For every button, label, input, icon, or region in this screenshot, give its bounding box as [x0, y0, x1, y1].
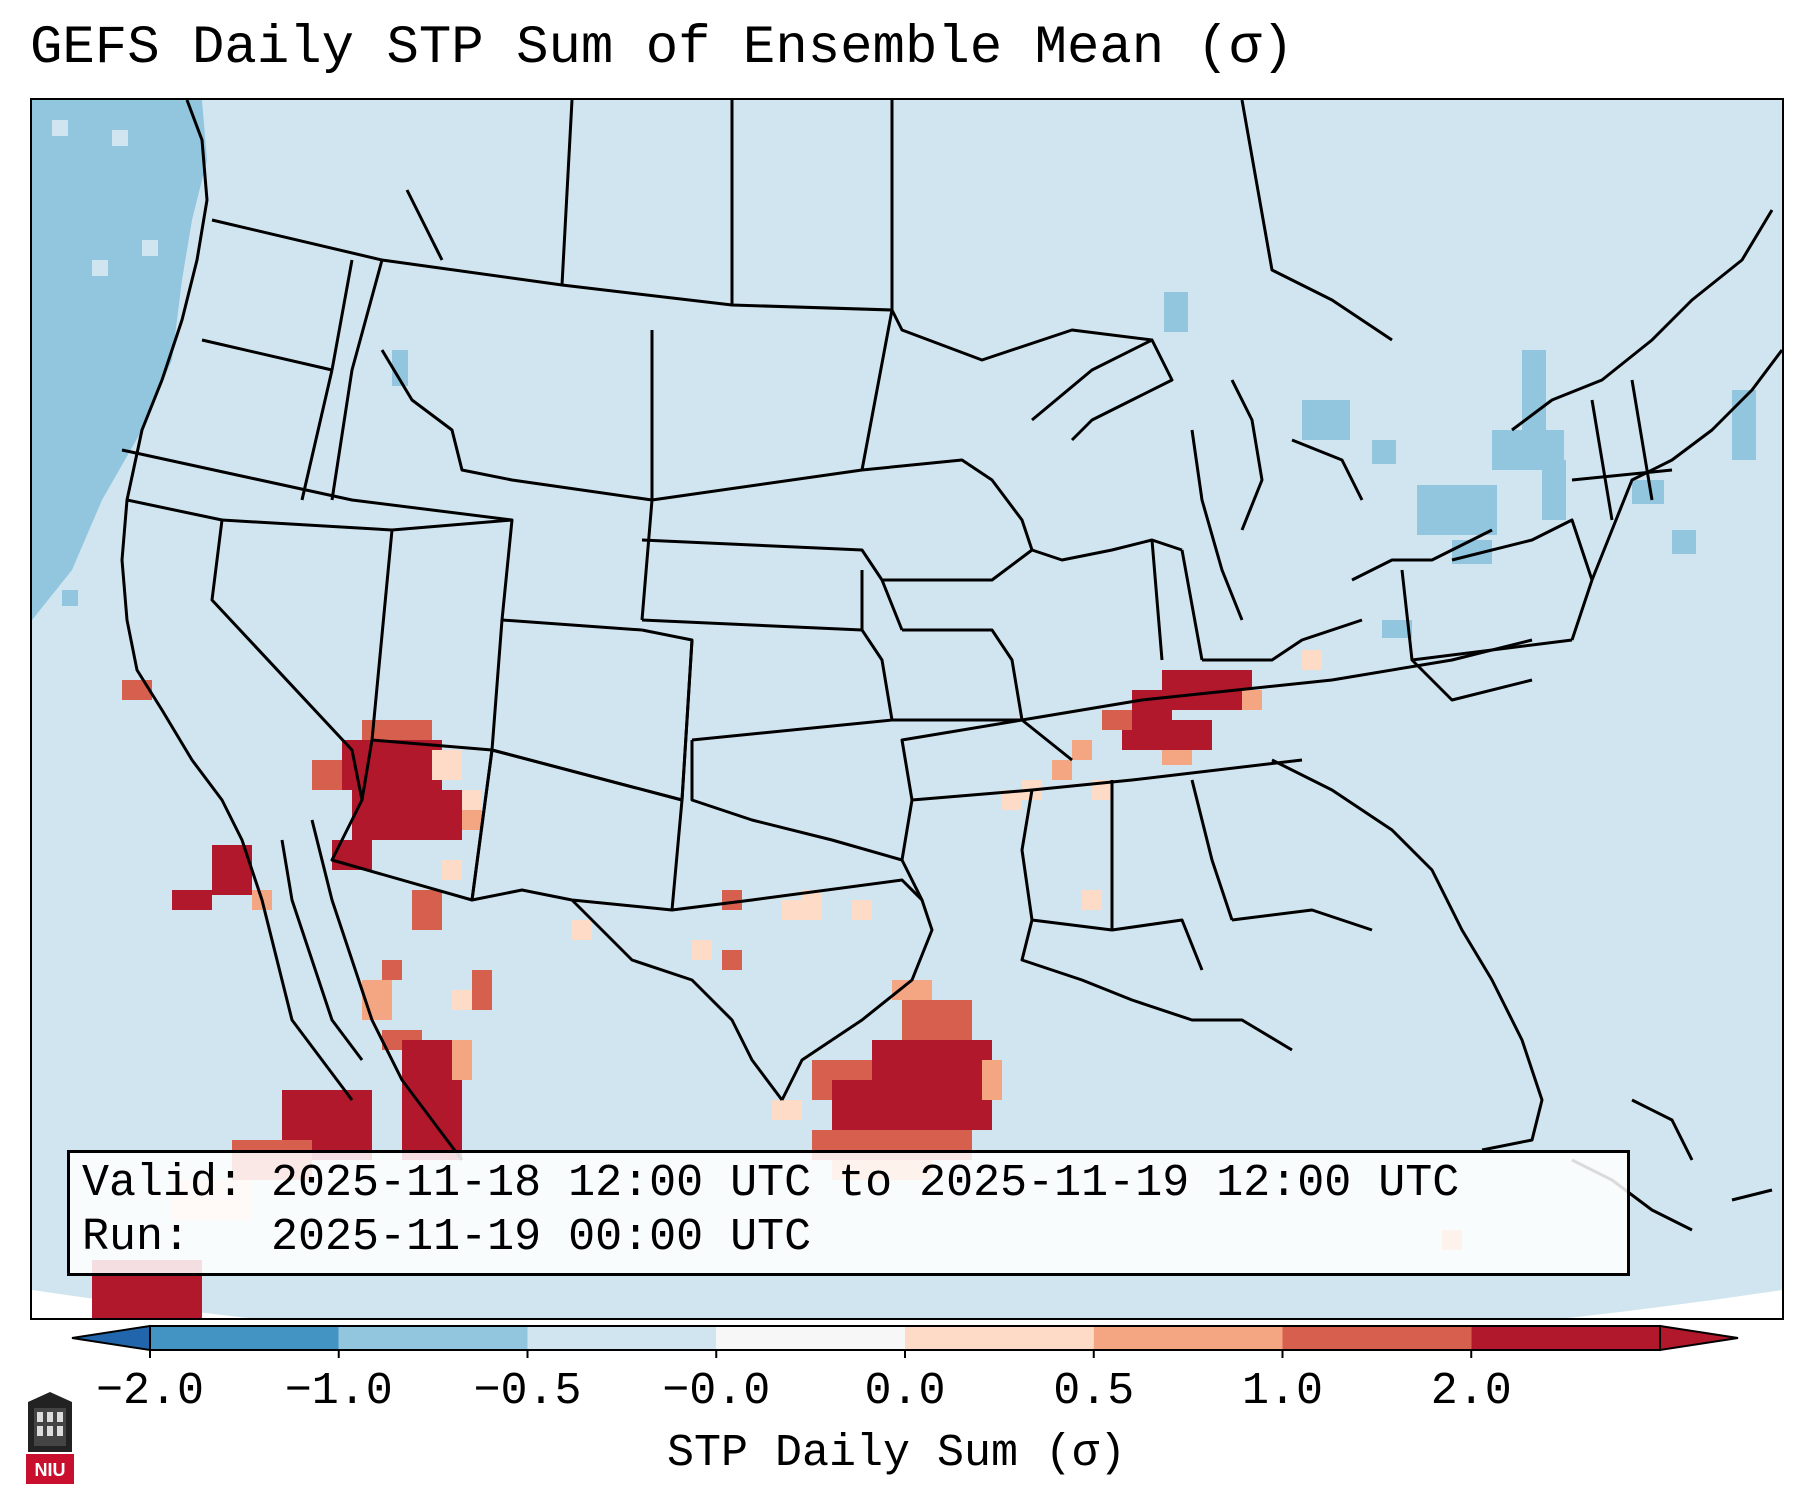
- niu-logo-icon: NIU: [26, 1392, 74, 1484]
- logo-text: NIU: [35, 1460, 66, 1480]
- colorbar-segment: [1093, 1326, 1283, 1350]
- run-label: Run:: [82, 1212, 191, 1263]
- colorbar: [71, 1324, 1739, 1358]
- colorbar-tick-label: 2.0: [1430, 1366, 1512, 1417]
- run-value: 2025-11-19 00:00 UTC: [271, 1212, 812, 1263]
- colorbar-tick-label: 0.0: [864, 1366, 946, 1417]
- colorbar-tick-label: 0.5: [1053, 1366, 1135, 1417]
- ohio-valley-positive-anomaly: [1002, 650, 1322, 910]
- map-panel: [30, 98, 1784, 1320]
- colorbar-segment: [1282, 1326, 1472, 1350]
- colorbar-segment: [1471, 1326, 1660, 1350]
- colorbar-tick-label: 1.0: [1241, 1366, 1324, 1417]
- colorbar-tick-label: −2.0: [95, 1366, 205, 1417]
- colorbar-tick-label: −0.5: [473, 1366, 582, 1417]
- validity-info-box: Valid: 2025-11-18 12:00 UTC to 2025-11-1…: [67, 1150, 1630, 1276]
- colorbar-extend-max: [1659, 1324, 1739, 1352]
- map-canvas: [32, 100, 1782, 1318]
- colorbar-segment: [150, 1326, 339, 1350]
- colorbar-tick-label: −0.0: [662, 1366, 771, 1417]
- colorbar-extend-min: [71, 1324, 151, 1352]
- valid-label: Valid:: [82, 1158, 245, 1209]
- colorbar-segment: [716, 1326, 905, 1350]
- valid-value: 2025-11-18 12:00 UTC to 2025-11-19 12:00…: [271, 1158, 1460, 1209]
- pacific-negative-anomaly: [32, 100, 207, 620]
- map-title: GEFS Daily STP Sum of Ensemble Mean (σ): [30, 18, 1294, 79]
- colorbar-label: STP Daily Sum (σ): [666, 1428, 1127, 1479]
- state-boundaries: [120, 100, 1782, 1232]
- northeast-negative-anomaly: [392, 292, 1756, 638]
- colorbar-segment: [338, 1326, 528, 1350]
- colorbar-segment: [527, 1326, 717, 1350]
- colorbar-tick-label: −1.0: [284, 1366, 393, 1417]
- colorbar-segment: [905, 1326, 1094, 1350]
